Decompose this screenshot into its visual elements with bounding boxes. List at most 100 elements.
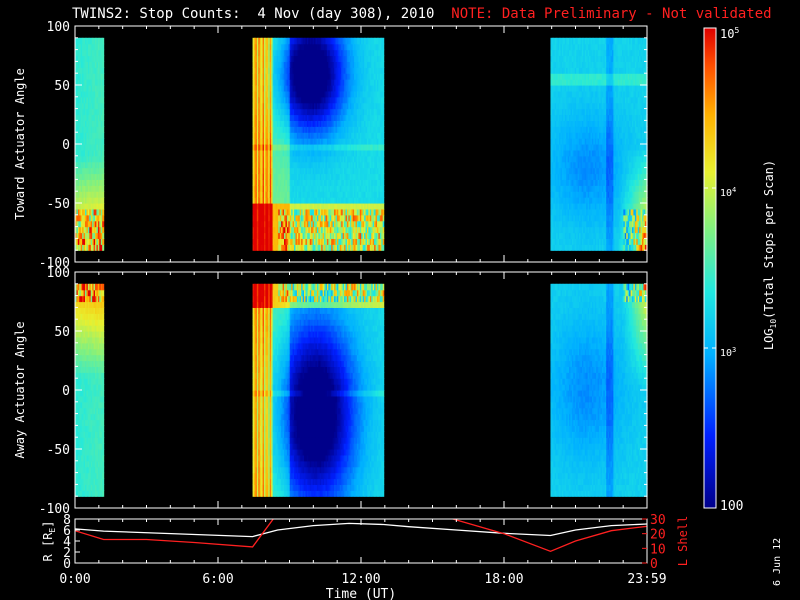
heatmap-cell xyxy=(79,226,82,234)
heatmap-cell xyxy=(285,114,288,121)
heatmap-cell xyxy=(326,85,329,92)
heatmap-cell xyxy=(256,102,259,110)
heatmap-cell xyxy=(289,120,292,127)
heatmap-cell xyxy=(362,114,365,121)
heatmap-cell xyxy=(573,232,576,239)
heatmap-cell xyxy=(567,149,570,157)
heatmap-cell xyxy=(329,138,332,145)
heatmap-cell xyxy=(258,120,261,127)
heatmap-cell xyxy=(302,214,305,222)
heatmap-cell xyxy=(372,138,375,145)
heatmap-cell xyxy=(256,155,259,163)
heatmap-cell xyxy=(352,197,355,204)
heatmap-cell xyxy=(382,167,385,175)
heatmap-cell xyxy=(279,67,282,74)
heatmap-cell xyxy=(378,144,381,151)
heatmap-cell xyxy=(100,232,103,239)
heatmap-cell xyxy=(253,138,257,145)
heatmap-cell xyxy=(324,185,327,192)
heatmap-cell xyxy=(282,120,285,127)
heatmap-cell xyxy=(577,96,580,104)
heatmap-cell xyxy=(579,244,582,251)
heatmap-cell xyxy=(252,226,255,234)
heatmap-cell xyxy=(322,73,325,80)
heatmap-cell xyxy=(371,208,374,216)
heatmap-cell xyxy=(76,208,79,216)
heatmap-cell xyxy=(315,108,318,116)
heatmap-cell xyxy=(252,161,255,169)
heatmap-cell xyxy=(325,149,328,157)
heatmap-cell xyxy=(318,167,321,175)
heatmap-cell xyxy=(316,96,319,104)
heatmap-cell xyxy=(560,55,563,62)
heatmap-cell xyxy=(309,108,312,116)
heatmap-cell xyxy=(566,138,569,145)
heatmap-cell xyxy=(89,61,92,68)
heatmap-cell xyxy=(253,185,257,192)
heatmap-cell xyxy=(80,232,83,239)
heatmap-cell xyxy=(368,67,371,74)
heatmap-cell xyxy=(294,232,297,239)
heatmap-cell xyxy=(556,138,559,145)
heatmap-cell xyxy=(556,238,559,245)
heatmap-cell xyxy=(262,226,265,234)
heatmap-cell xyxy=(252,43,255,51)
heatmap-cell xyxy=(75,114,78,121)
heatmap-cell xyxy=(355,167,358,175)
heatmap-cell xyxy=(569,49,572,57)
heatmap-cell xyxy=(351,244,354,251)
heatmap-cell xyxy=(366,73,369,80)
heatmap-cell xyxy=(365,173,368,180)
heatmap-cell xyxy=(288,167,291,175)
heatmap-cell xyxy=(102,185,105,192)
heatmap-cell xyxy=(308,179,311,186)
heatmap-cell xyxy=(279,226,282,234)
heatmap-cell xyxy=(302,67,305,74)
heatmap-cell xyxy=(321,61,324,68)
heatmap-cell xyxy=(325,208,328,216)
heatmap-cell xyxy=(97,197,100,204)
heatmap-cell xyxy=(272,149,275,157)
heatmap-cell xyxy=(580,55,583,62)
heatmap-cell xyxy=(288,108,291,116)
heatmap-cell xyxy=(294,43,297,51)
heatmap-cell xyxy=(573,49,576,57)
heatmap-cell xyxy=(253,132,257,139)
heatmap-cell xyxy=(372,132,375,139)
heatmap-cell xyxy=(89,191,92,198)
heatmap-cell xyxy=(584,185,587,192)
heatmap-cell xyxy=(316,90,319,98)
heatmap-cell xyxy=(262,149,265,157)
heatmap-cell xyxy=(256,96,259,104)
heatmap-cell xyxy=(354,191,357,198)
heatmap-cell xyxy=(573,102,576,110)
heatmap-cell xyxy=(321,238,324,245)
heatmap-cell xyxy=(335,203,338,210)
heatmap-cell xyxy=(252,244,255,251)
heatmap-cell xyxy=(378,37,381,45)
heatmap-cell xyxy=(253,173,257,180)
heatmap-cell xyxy=(378,203,381,210)
heatmap-cell xyxy=(563,226,566,234)
heatmap-cell xyxy=(348,208,351,216)
heatmap-cell xyxy=(328,126,331,133)
heatmap-cell xyxy=(349,102,352,110)
heatmap-cell xyxy=(259,61,262,68)
heatmap-cell xyxy=(315,173,318,180)
heatmap-cell xyxy=(264,132,267,139)
heatmap-cell xyxy=(379,232,382,239)
heatmap-cell xyxy=(100,85,103,92)
heatmap-cell xyxy=(288,43,291,51)
heatmap-cell xyxy=(89,208,92,216)
heatmap-cell xyxy=(328,167,331,175)
heatmap-cell xyxy=(292,138,295,145)
heatmap-cell xyxy=(265,108,268,116)
heatmap-cell xyxy=(309,214,312,222)
heatmap-cell xyxy=(87,220,90,228)
heatmap-cell xyxy=(351,238,354,245)
heatmap-cell xyxy=(296,197,299,204)
heatmap-cell xyxy=(82,161,85,169)
heatmap-cell xyxy=(335,208,338,216)
heatmap-cell xyxy=(318,220,321,228)
heatmap-cell xyxy=(299,185,302,192)
